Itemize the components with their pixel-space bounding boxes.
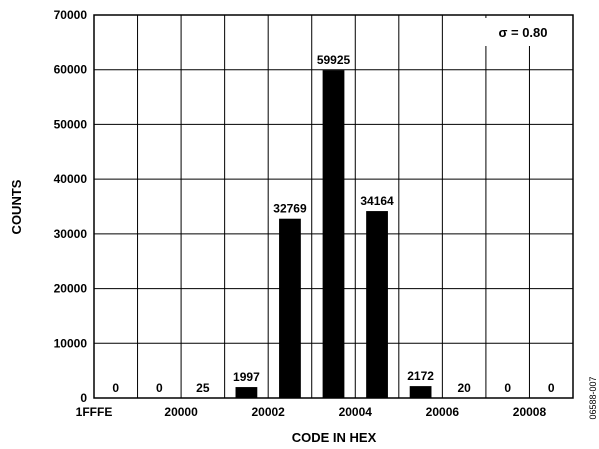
data-label-background	[229, 369, 264, 385]
data-label-background	[192, 379, 214, 395]
y-tick-label: 50000	[54, 117, 88, 131]
figure-code: 06588-007	[588, 376, 598, 419]
data-label-background	[152, 380, 166, 395]
y-tick-labels: 0 10000 20000 30000 40000 50000 60000 70000	[54, 8, 88, 405]
data-label-background	[453, 379, 475, 395]
x-tick-label: 20008	[513, 405, 547, 419]
y-axis-title: COUNTS	[9, 179, 24, 234]
plot-frame	[93, 14, 574, 399]
y-tick-label: 10000	[54, 336, 88, 350]
y-tick-label: 40000	[54, 172, 88, 186]
data-label: 0	[504, 381, 511, 395]
data-labels: 0 0 25 1997 32769 59925 34164 2172 20 0 0	[109, 52, 558, 395]
data-label: 32769	[273, 202, 307, 216]
data-label: 0	[548, 381, 555, 395]
data-label-background	[312, 52, 355, 68]
data-label-background	[501, 380, 515, 395]
x-tick-label: 20000	[164, 405, 198, 419]
data-label: 59925	[317, 53, 351, 67]
data-label: 20	[457, 381, 471, 395]
x-tick-label: 20004	[339, 405, 373, 419]
data-label-background	[356, 193, 399, 209]
data-label-background	[109, 380, 123, 395]
y-tick-label: 70000	[54, 8, 88, 22]
data-label: 34164	[360, 194, 394, 208]
bar-20003	[322, 70, 345, 399]
data-label-background	[544, 380, 558, 395]
x-tick-label: 1FFFE	[76, 405, 113, 419]
y-tick-label: 30000	[54, 227, 88, 241]
x-tick-labels: 1FFFE 20000 20002 20004 20006 20008	[76, 405, 547, 419]
x-axis-title: CODE IN HEX	[292, 430, 377, 445]
bar-20002	[279, 218, 301, 398]
data-label-background	[403, 368, 438, 384]
y-tick-label: 60000	[54, 63, 88, 77]
y-tick-label: 0	[80, 391, 87, 405]
y-tick-label: 20000	[54, 282, 88, 296]
data-label: 2172	[407, 369, 434, 383]
x-tick-label: 20002	[251, 405, 285, 419]
bar-20005	[409, 386, 432, 398]
bar-20001	[235, 387, 258, 398]
bars	[191, 70, 476, 399]
data-label: 0	[112, 381, 119, 395]
data-label: 0	[156, 381, 163, 395]
x-tick-label: 20006	[426, 405, 460, 419]
bar-20004	[366, 211, 388, 398]
sigma-annotation: σ = 0.80	[498, 25, 547, 40]
annotation-box	[482, 18, 565, 46]
data-label: 25	[196, 381, 210, 395]
data-label: 1997	[233, 370, 260, 384]
data-label-background	[268, 200, 311, 216]
